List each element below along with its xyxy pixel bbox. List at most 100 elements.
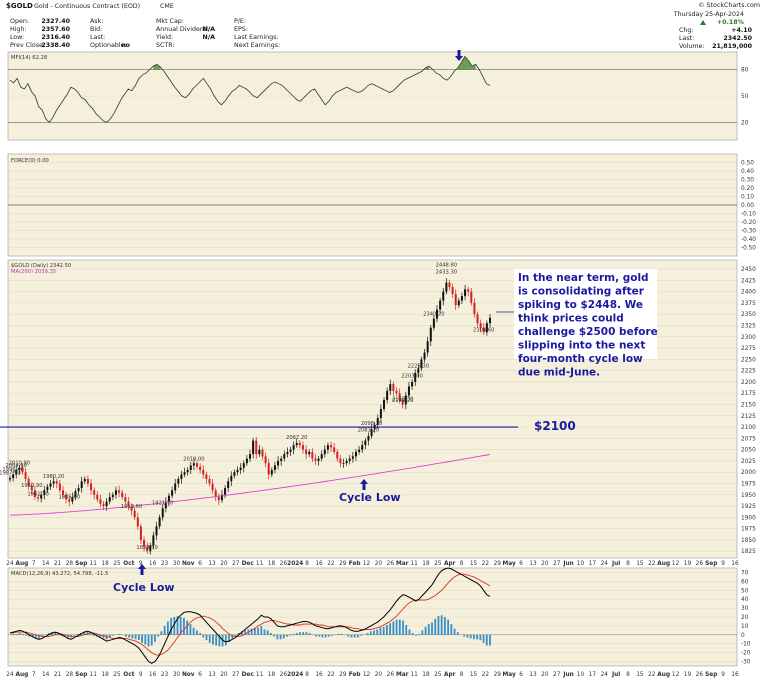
candle-body	[30, 485, 33, 491]
macd-histogram-bar	[350, 634, 353, 638]
y-tick-label: 0	[741, 633, 745, 639]
arrow-down-icon	[455, 50, 463, 61]
candle-body	[448, 282, 451, 288]
macd-histogram-bar	[434, 618, 437, 635]
macd-histogram-bar	[38, 634, 40, 639]
grid-lines	[8, 69, 737, 662]
macd-histogram-bar	[199, 633, 201, 635]
macd-histogram-bar	[141, 634, 143, 643]
y-tick-label: 1900	[741, 515, 756, 521]
price-label: 2004.60	[6, 463, 27, 469]
macd-histogram-bar	[302, 632, 305, 635]
candle-body	[155, 526, 158, 536]
y-tick-label: -0.20	[741, 220, 756, 226]
candle-body	[354, 451, 357, 457]
candle-body	[214, 490, 217, 498]
macd-histogram-bar	[321, 634, 324, 638]
x-tick-label: 14	[42, 672, 50, 678]
macd-histogram-bar	[176, 616, 179, 635]
y-tick-label: 0.30	[741, 178, 754, 184]
x-tick-label: Mar	[396, 672, 409, 678]
x-tick-label: Oct	[123, 672, 134, 678]
x-tick-label: 11	[410, 672, 418, 678]
candle-body	[118, 490, 121, 493]
up-arrow-icon	[700, 20, 706, 25]
y-tick-label: -0.30	[741, 229, 756, 235]
macd-histogram-bar	[282, 634, 285, 639]
candle-body	[376, 418, 379, 425]
x-tick-label: 13	[529, 561, 537, 567]
candle-body	[479, 323, 482, 328]
candle-body	[283, 454, 286, 459]
candle-body	[105, 501, 108, 507]
note-line: slipping into the next	[518, 340, 645, 352]
level-label: $2100	[534, 419, 576, 433]
candle-body	[464, 289, 467, 297]
candle-body	[289, 449, 292, 452]
x-tick-label: 21	[54, 561, 62, 567]
y-tick-label: 2075	[741, 436, 756, 442]
x-tick-label: 7	[32, 561, 36, 567]
candle-body	[404, 395, 407, 405]
candle-body	[83, 478, 86, 482]
y-tick-label: 2300	[741, 335, 756, 341]
candle-body	[180, 474, 183, 479]
x-tick-label: 10	[577, 672, 585, 678]
macd-histogram-bar	[205, 634, 208, 641]
candle-body	[286, 451, 289, 455]
price-label: 2304.60	[473, 328, 494, 334]
macd-histogram-bar	[34, 634, 37, 639]
candle-body	[74, 491, 77, 498]
price-label: 1960.90	[21, 483, 42, 489]
instrument-name: Gold - Continuous Contract (EOD)	[34, 3, 140, 10]
x-tick-label: 23	[161, 561, 169, 567]
note-line: challenge $2500 before	[518, 326, 658, 338]
candle-body	[230, 475, 233, 482]
macd-histogram-bar	[331, 634, 334, 636]
macd-histogram-bar	[170, 617, 172, 635]
x-tick-label: 28	[66, 672, 74, 678]
stat-value: N/A	[203, 34, 216, 41]
y-tick-label: 0.10	[741, 195, 754, 201]
macd-histogram-bar	[405, 625, 408, 635]
macd-histogram-bar	[411, 633, 414, 635]
candle-body	[407, 386, 410, 396]
y-tick-label: 40	[741, 597, 749, 603]
candle-body	[220, 494, 223, 501]
macd-histogram-bar	[353, 634, 356, 638]
macd-histogram-bar	[395, 619, 398, 635]
y-tick-label: 20	[741, 120, 749, 126]
candle-body	[189, 465, 192, 470]
y-tick-label: -0.40	[741, 237, 756, 243]
x-tick-label: 18	[422, 561, 430, 567]
candle-body	[152, 535, 155, 546]
candle-body	[305, 449, 308, 455]
x-tick-label: May	[503, 672, 517, 678]
x-tick-label: 6	[519, 672, 523, 678]
x-tick-label: 26	[387, 672, 395, 678]
macd-histogram-bar	[99, 634, 102, 638]
x-tick-label: Dec	[242, 561, 255, 567]
candle-body	[205, 474, 208, 479]
macd-histogram-bar	[266, 630, 269, 635]
arrow-up-icon	[138, 564, 146, 575]
x-tick-label: 10	[577, 561, 585, 567]
macd-histogram-bar	[83, 632, 85, 635]
candle-body	[311, 451, 314, 459]
candle-body	[18, 467, 21, 470]
x-tick-label: 29	[339, 561, 347, 567]
macd-histogram-bar	[215, 634, 218, 646]
macd-label: MACD(12,26,9) 43.272, 54.798, -11.5	[11, 571, 108, 577]
x-tick-label: 16	[149, 561, 157, 567]
macd-histogram-bar	[392, 621, 395, 635]
x-tick-label: 15	[636, 561, 644, 567]
x-tick-label: 9	[139, 561, 143, 567]
candle-body	[102, 503, 105, 507]
macd-histogram-bar	[340, 633, 343, 635]
stat-value: N/A	[203, 26, 216, 33]
x-tick-label: 24	[601, 561, 609, 567]
note-text: In the near term, gold is consolidating a…	[518, 272, 658, 379]
stat-key: Last:	[90, 34, 105, 41]
candle-body	[196, 463, 199, 467]
note-line: four-month cycle low	[518, 353, 643, 365]
